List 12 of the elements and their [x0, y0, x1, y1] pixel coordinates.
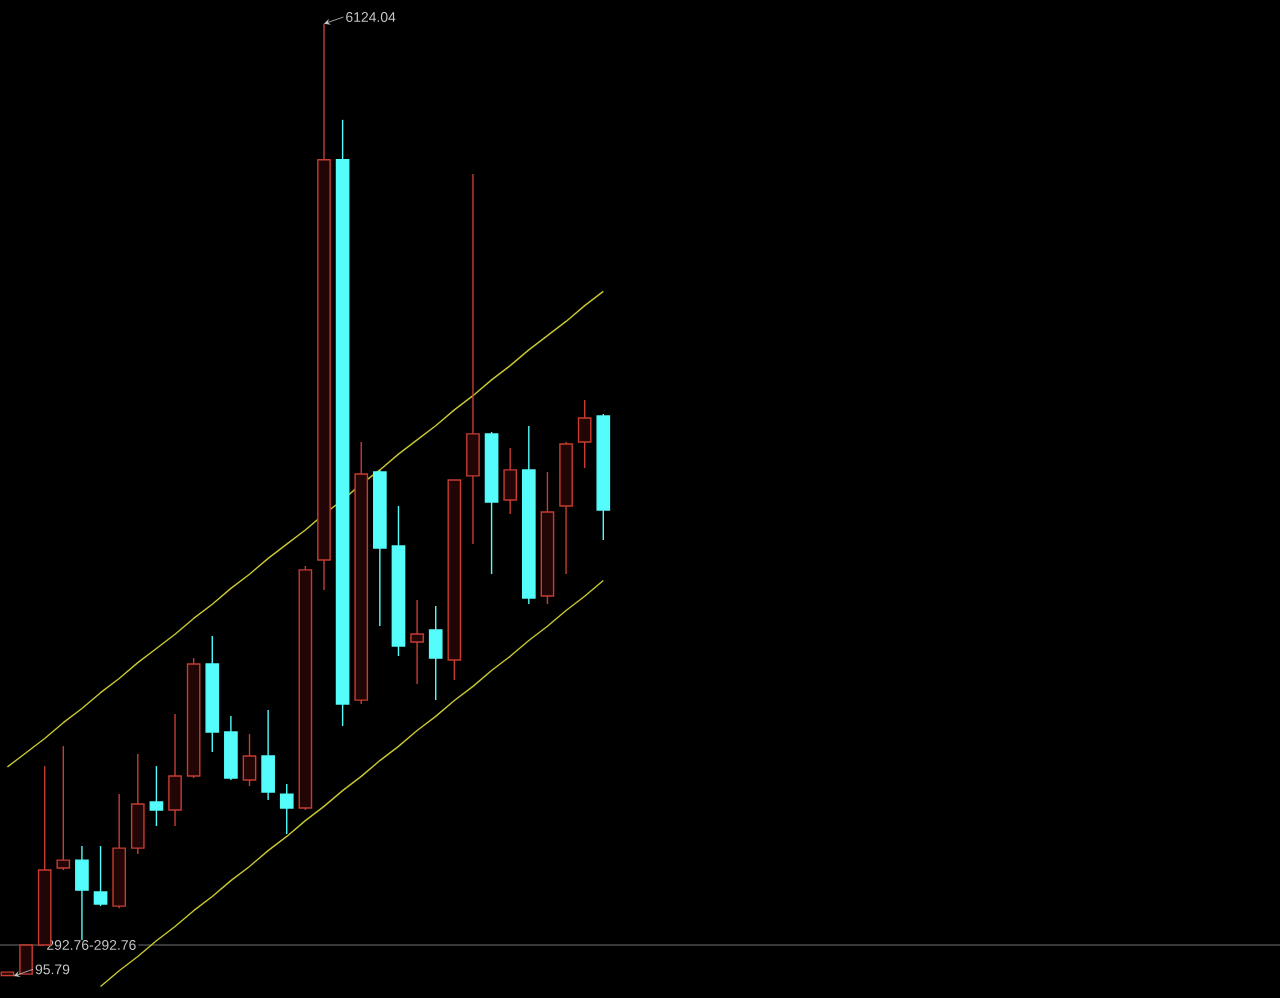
- candlestick: [577, 399, 592, 469]
- candlestick: [205, 635, 220, 753]
- candlestick: [335, 119, 350, 727]
- candlestick: [410, 599, 424, 685]
- candlestick: [261, 709, 275, 801]
- candlestick: [428, 605, 443, 701]
- candlestick: [466, 173, 480, 545]
- candlestick: [168, 713, 182, 827]
- candlestick: [75, 845, 89, 941]
- candlestick: [521, 425, 536, 605]
- candlestick: [317, 23, 331, 591]
- candlestick: [503, 447, 518, 515]
